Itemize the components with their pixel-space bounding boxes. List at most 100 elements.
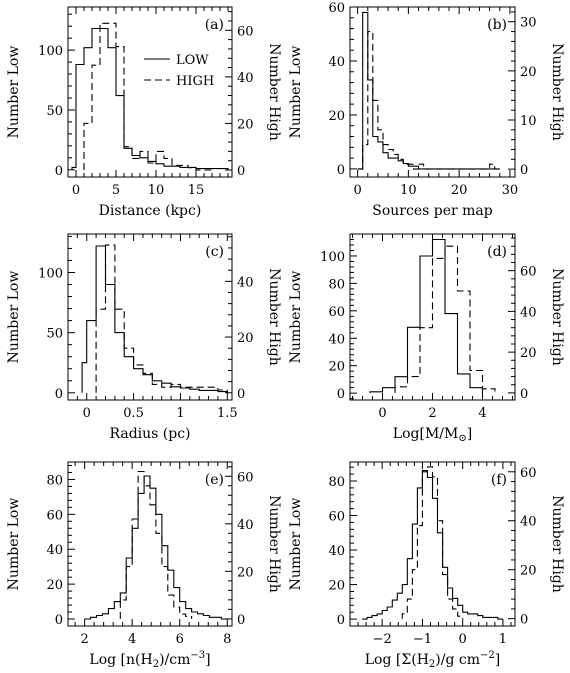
series-low-histogram	[84, 475, 228, 620]
y-tick-label-right: 40	[237, 518, 254, 533]
y-tick-label-right: 10	[520, 114, 537, 129]
panel-label: (c)	[205, 244, 224, 260]
y-tick-label-left: 60	[328, 1, 345, 16]
x-tick-label: 1.5	[217, 406, 238, 421]
plot-frame	[67, 6, 233, 178]
y-axis-label-left: Number Low	[288, 46, 304, 139]
y-tick-label-left: 50	[46, 327, 63, 342]
legend-label-high: HIGH	[176, 74, 214, 89]
y-tick-label-left: 20	[328, 360, 345, 375]
y-tick-label-left: 80	[46, 473, 63, 488]
x-tick-label: 8	[223, 632, 231, 647]
plot-frame	[349, 6, 516, 178]
y-tick-label-right: 0	[520, 613, 528, 628]
y-tick-label-right: 20	[237, 117, 254, 132]
plot-frame	[67, 233, 233, 401]
y-axis-label-right: Number High	[266, 268, 282, 366]
x-tick-label: 0.5	[123, 406, 144, 421]
x-tick-label: 0	[459, 632, 467, 647]
x-axis-label: Log [Σ(H2)/g cm−2]	[365, 650, 500, 670]
chart-panel-3: 0 0.5 1 1.5 0 50 100 0 20 40 (c) Radius (pc) Number …	[6, 233, 282, 442]
x-tick-label: 10	[400, 183, 417, 198]
y-tick-label-left: 0	[337, 387, 345, 402]
y-tick-label-right: 20	[520, 346, 537, 361]
series-low-histogram	[81, 245, 228, 393]
y-tick-label-left: 100	[38, 44, 63, 59]
y-tick-label-left: 20	[46, 578, 63, 593]
y-tick-label-right: 20	[520, 564, 537, 579]
y-tick-label-right: 60	[520, 466, 537, 481]
y-tick-label-left: 20	[328, 109, 345, 124]
panel-label: (a)	[205, 17, 224, 33]
y-tick-label-right: 0	[520, 163, 528, 178]
y-tick-label-right: 30	[520, 16, 537, 31]
x-tick-label: 10	[148, 183, 165, 198]
x-axis-label: Log[M/M⊙]	[393, 426, 472, 444]
x-tick-label: 1	[176, 406, 184, 421]
y-tick-label-left: 80	[328, 475, 345, 490]
y-tick-label-right: 60	[237, 24, 254, 39]
series-low-histogram	[369, 238, 484, 394]
y-axis-label-right: Number High	[549, 268, 565, 366]
x-tick-label: 15	[188, 183, 205, 198]
y-axis-label-right: Number High	[549, 43, 565, 141]
y-axis-label-left: Number Low	[288, 498, 304, 591]
x-axis-label: Sources per map	[372, 203, 493, 219]
y-axis-label-left: Number Low	[288, 271, 304, 364]
x-tick-label: 6	[176, 632, 184, 647]
x-tick-label: 2	[80, 632, 88, 647]
x-tick-label: 5	[112, 183, 120, 198]
y-tick-label-right: 20	[237, 331, 254, 346]
series-high-histogram	[119, 470, 193, 619]
y-tick-label-left: 60	[328, 510, 345, 525]
chart-panel-4: 0 2 40204060801000204060(d)Log[M/M⊙]Number…	[288, 233, 565, 444]
y-tick-label-right: 0	[237, 164, 245, 179]
y-tick-label-right: 20	[237, 565, 254, 580]
y-tick-label-right: 40	[520, 305, 537, 320]
y-axis-label-left: Number Low	[6, 498, 22, 591]
y-tick-label-left: 0	[337, 163, 345, 178]
y-axis-label-left: Number Low	[6, 271, 22, 364]
y-tick-label-left: 60	[328, 305, 345, 320]
y-tick-label-left: 100	[320, 250, 345, 265]
x-tick-label: 4	[128, 632, 136, 647]
series-low-histogram	[357, 11, 500, 170]
y-tick-label-left: 0	[55, 613, 63, 628]
series-low-histogram	[71, 27, 229, 170]
legend-label-low: LOW	[176, 53, 209, 68]
y-tick-label-left: 0	[55, 387, 63, 402]
x-axis-label: Radius (pc)	[109, 426, 190, 442]
y-tick-label-left: 40	[328, 544, 345, 559]
x-tick-label: 0	[83, 406, 91, 421]
y-axis-label-left: Number Low	[6, 46, 22, 139]
series-high-histogram	[394, 245, 496, 393]
y-tick-label-right: 60	[520, 265, 537, 280]
y-tick-label-left: 20	[328, 579, 345, 594]
x-tick-label: 0	[378, 406, 386, 421]
panel-label: (f)	[491, 472, 507, 488]
y-axis-label-right: Number High	[549, 495, 565, 593]
y-tick-label-right: 0	[520, 387, 528, 402]
y-tick-label-left: 40	[328, 55, 345, 70]
y-tick-label-right: 0	[237, 387, 245, 402]
x-tick-label: −1	[413, 632, 432, 647]
series-high-histogram	[357, 31, 500, 170]
x-tick-label: −2	[373, 632, 392, 647]
series-high-histogram	[401, 466, 464, 619]
series-high-histogram	[95, 244, 228, 393]
x-tick-label: 4	[478, 406, 486, 421]
y-tick-label-right: 60	[237, 470, 254, 485]
y-tick-label-right: 40	[520, 515, 537, 530]
y-tick-label-left: 80	[328, 277, 345, 292]
x-axis-label: Log [n(H2)/cm−3]	[89, 650, 210, 670]
x-tick-label: 2	[428, 406, 436, 421]
y-tick-label-left: 0	[55, 164, 63, 179]
panel-label: (b)	[487, 17, 507, 33]
y-tick-label-right: 0	[237, 613, 245, 628]
panel-label: (e)	[205, 472, 224, 488]
plot-frame	[349, 461, 516, 627]
